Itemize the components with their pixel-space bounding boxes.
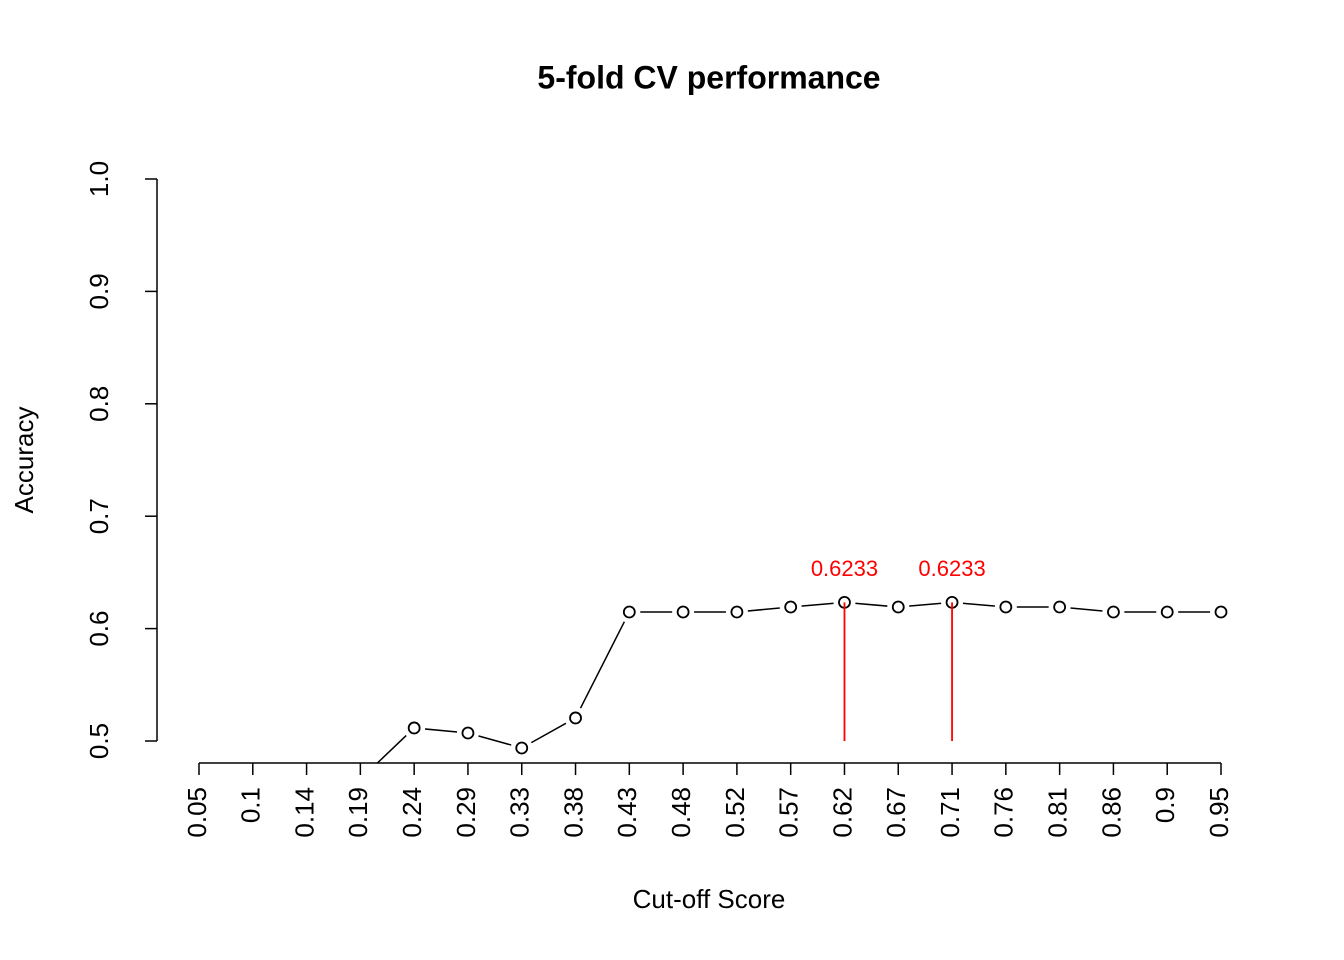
point-gap: [403, 716, 426, 739]
y-tick-label: 0.9: [84, 273, 114, 309]
x-tick-label: 0.62: [827, 787, 857, 838]
point-gap: [1102, 600, 1125, 623]
x-tick-label: 0.1: [236, 787, 266, 823]
point: [1053, 600, 1067, 614]
point-gap: [456, 722, 479, 745]
series-line: [376, 601, 1221, 763]
y-axis-title: Accuracy: [9, 407, 39, 514]
point: [1107, 605, 1120, 619]
x-tick-label: 0.76: [989, 787, 1019, 838]
point: [569, 711, 582, 725]
plot-area: [355, 591, 1232, 785]
chart-title: 5-fold CV performance: [537, 59, 880, 95]
point-gap: [510, 736, 533, 759]
point: [999, 600, 1013, 614]
x-tick-label: 0.19: [343, 787, 373, 838]
point: [461, 726, 475, 740]
point: [407, 721, 421, 735]
point-gap: [1210, 600, 1232, 623]
y-tick-label: 0.7: [84, 498, 114, 534]
x-axis-title: Cut-off Score: [633, 884, 786, 914]
x-tick-label: 0.48: [666, 787, 696, 838]
point: [784, 600, 798, 614]
point: [622, 605, 636, 619]
point-gap: [672, 600, 695, 623]
x-tick-label: 0.52: [720, 787, 750, 838]
point-gap: [1156, 600, 1179, 623]
point: [891, 600, 905, 614]
x-tick-label: 0.29: [451, 787, 481, 838]
point-gap: [994, 596, 1017, 619]
x-tick-label: 0.67: [881, 787, 911, 838]
y-tick-label: 0.5: [84, 723, 114, 759]
x-tick-label: 0.14: [289, 787, 319, 838]
point: [1160, 605, 1174, 619]
point-gap: [1048, 596, 1071, 619]
x-tick-label: 0.81: [1043, 787, 1073, 838]
point: [1214, 605, 1228, 619]
y-tick-label: 0.6: [84, 611, 114, 647]
x-tick-label: 0.33: [505, 787, 535, 838]
highlight-label: 0.6233: [918, 556, 985, 581]
x-tick-label: 0.9: [1150, 787, 1180, 823]
point-gap: [887, 596, 910, 619]
x-tick-label: 0.38: [558, 787, 588, 838]
x-tick-label: 0.43: [612, 787, 642, 838]
point-gap: [779, 596, 802, 619]
x-tick-label: 0.71: [935, 787, 965, 838]
x-tick-label: 0.95: [1204, 787, 1234, 838]
highlight-label: 0.6233: [811, 556, 878, 581]
x-tick-label: 0.86: [1096, 787, 1126, 838]
x-tick-label: 0.05: [182, 787, 212, 838]
y-tick-label: 0.8: [84, 386, 114, 422]
point: [355, 774, 366, 785]
point-gap: [564, 706, 587, 729]
x-tick-label: 0.24: [397, 787, 427, 838]
point: [515, 741, 529, 755]
point: [730, 605, 744, 619]
point-gap: [725, 600, 748, 623]
x-tick-label: 0.57: [774, 787, 804, 838]
point: [676, 605, 690, 619]
point-gap: [618, 600, 641, 623]
y-tick-label: 1.0: [84, 161, 114, 197]
